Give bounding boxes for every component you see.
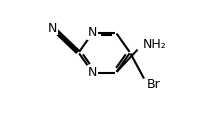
Text: NH₂: NH₂ — [142, 38, 166, 51]
Text: N: N — [48, 22, 58, 35]
Text: N: N — [88, 66, 97, 79]
Text: Br: Br — [147, 78, 161, 91]
Text: N: N — [88, 26, 97, 39]
